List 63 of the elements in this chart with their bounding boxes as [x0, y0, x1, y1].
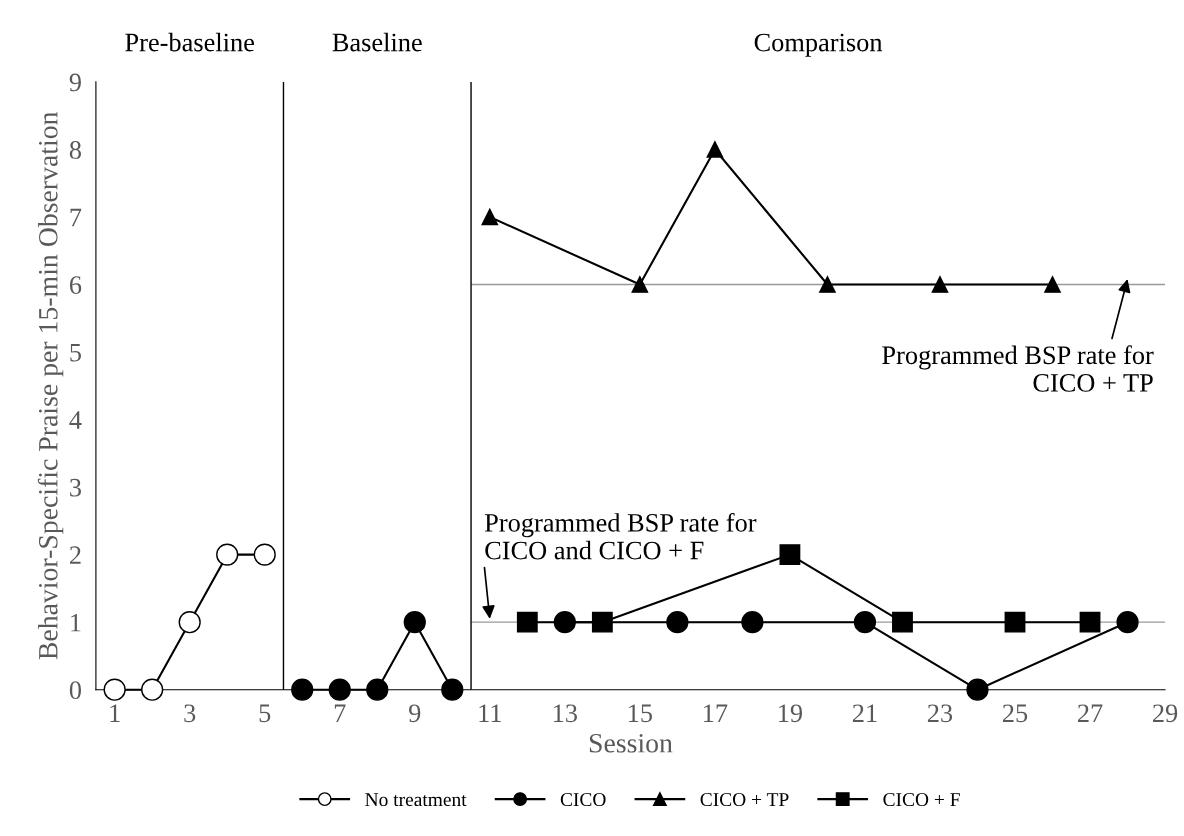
point: [1079, 611, 1101, 633]
x-tick-label: 9: [409, 704, 421, 723]
x-tick-label: 21: [852, 704, 877, 722]
point: [328, 678, 351, 701]
point: [1004, 611, 1026, 633]
point: [291, 678, 314, 701]
y-tick-label: 9: [69, 73, 81, 92]
x-tick-label: 25: [1002, 704, 1028, 723]
point: [178, 611, 201, 634]
y-axis-title: Behavior-Specific Praise per 15-min Observation: [37, 111, 64, 660]
point: [216, 543, 239, 566]
point: [779, 544, 801, 566]
point: [966, 678, 989, 701]
y-tick-label: 8: [69, 141, 82, 159]
x-tick-label: 23: [927, 704, 953, 723]
legend-label: CICO + TP: [700, 793, 789, 807]
x-tick-label: 17: [704, 704, 728, 722]
legend-label: CICO: [560, 793, 606, 807]
point: [141, 678, 164, 701]
x-tick-label: 1: [110, 704, 120, 722]
legend-label: No treatment: [365, 793, 467, 807]
y-tick-label: 2: [69, 546, 81, 564]
y-tick-label: 3: [70, 478, 81, 497]
y-tick-label: 5: [70, 343, 81, 362]
text: Comparison: [754, 33, 883, 57]
point: [819, 276, 836, 293]
point: [253, 543, 276, 566]
point: [1116, 611, 1139, 634]
x-tick-label: 5: [259, 704, 271, 723]
x-tick-label: 29: [1153, 704, 1178, 723]
text: Baseline: [332, 32, 422, 52]
y-tick-label: 1: [71, 613, 81, 632]
x-tick-label: 19: [779, 704, 803, 723]
x-axis-title: Session: [589, 733, 673, 753]
point: [892, 611, 913, 633]
point: [666, 611, 689, 634]
point: [741, 611, 764, 634]
annotation: Programmed BSP rate for CICO + TP: [882, 345, 1154, 392]
point: [481, 208, 499, 226]
point: [441, 678, 464, 701]
x-tick-label: 27: [1077, 704, 1103, 722]
x-tick-label: 15: [628, 704, 653, 723]
text: Pre-baseline: [125, 32, 254, 52]
annotation: Programmed BSP rate for CICO and CICO + F: [484, 512, 757, 560]
x-tick-label: 3: [184, 704, 196, 723]
x-tick-label: 11: [479, 704, 501, 722]
x-tick-label: 7: [334, 704, 346, 722]
y-tick-label: 0: [69, 681, 82, 700]
legend-label: CICO + F: [883, 793, 960, 807]
point: [103, 678, 126, 701]
point: [591, 611, 613, 633]
x-tick-label: 13: [553, 704, 577, 723]
point: [931, 276, 949, 293]
point: [1044, 276, 1061, 293]
point: [853, 611, 877, 634]
point: [366, 678, 389, 701]
point: [403, 611, 426, 634]
point: [631, 276, 649, 293]
point: [516, 611, 538, 633]
y-tick-label: 6: [69, 276, 82, 294]
y-tick-label: 4: [69, 411, 82, 429]
point: [706, 141, 724, 158]
y-tick-label: 7: [70, 208, 82, 227]
